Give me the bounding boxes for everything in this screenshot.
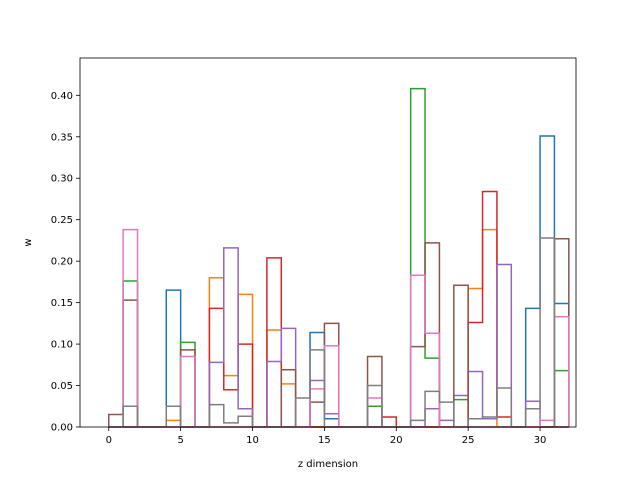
axes-frame	[79, 57, 577, 428]
x-axis: 0 5 10 15 20 25 30	[106, 427, 547, 446]
y-tick-label: 0.15	[51, 298, 73, 309]
y-tick-label: 0.05	[51, 381, 73, 392]
y-tick-label: 0.20	[51, 257, 73, 268]
x-tick-label: 5	[177, 435, 183, 446]
x-tick-label: 10	[246, 435, 259, 446]
x-tick-label: 20	[390, 435, 403, 446]
y-tick-label: 0.30	[51, 174, 73, 185]
y-tick-label: 0.40	[51, 91, 73, 102]
y-tick-label: 0.35	[51, 132, 73, 143]
y-tick-label: 0.00	[51, 423, 73, 434]
x-tick-label: 25	[462, 435, 475, 446]
x-tick-label: 30	[534, 435, 547, 446]
x-axis-label: z dimension	[298, 459, 358, 470]
y-tick-label: 0.25	[51, 215, 73, 226]
y-axis: 0.00 0.05 0.10 0.15 0.20 0.25 0.30 0.35 0.40	[51, 91, 80, 434]
y-axis-label: w	[23, 238, 34, 246]
x-tick-label: 0	[106, 435, 112, 446]
x-tick-label: 15	[318, 435, 331, 446]
y-tick-label: 0.10	[51, 340, 73, 351]
